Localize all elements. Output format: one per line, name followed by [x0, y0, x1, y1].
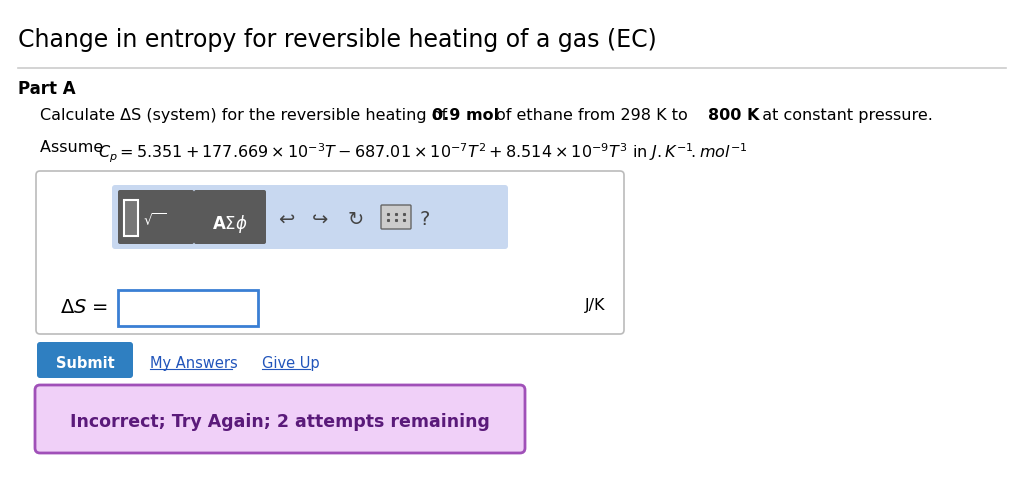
- FancyBboxPatch shape: [118, 290, 258, 326]
- Text: 800 K: 800 K: [708, 108, 760, 123]
- FancyBboxPatch shape: [124, 200, 138, 236]
- Text: of ethane from 298 K to: of ethane from 298 K to: [496, 108, 688, 123]
- Text: Change in entropy for reversible heating of a gas (EC): Change in entropy for reversible heating…: [18, 28, 656, 52]
- Text: Part A: Part A: [18, 80, 76, 98]
- Text: Give Up: Give Up: [262, 356, 319, 371]
- FancyBboxPatch shape: [194, 190, 266, 244]
- Text: Calculate ΔS (system) for the reversible heating of: Calculate ΔS (system) for the reversible…: [40, 108, 447, 123]
- Text: 0.9 mol: 0.9 mol: [432, 108, 499, 123]
- FancyBboxPatch shape: [381, 205, 411, 229]
- Text: at constant pressure.: at constant pressure.: [752, 108, 933, 123]
- Text: $\Delta S$ =: $\Delta S$ =: [60, 298, 109, 317]
- Text: Assume: Assume: [40, 140, 109, 155]
- Text: $\sqrt{\ \ }$: $\sqrt{\ \ }$: [143, 212, 166, 229]
- FancyBboxPatch shape: [35, 385, 525, 453]
- FancyBboxPatch shape: [36, 171, 624, 334]
- FancyBboxPatch shape: [112, 185, 508, 249]
- Text: $C_p = 5.351 + 177.669 \times 10^{-3}T - 687.01 \times 10^{-7}T^2 + 8.514 \times: $C_p = 5.351 + 177.669 \times 10^{-3}T -…: [98, 142, 748, 165]
- Text: J/K: J/K: [585, 298, 605, 313]
- Text: ?: ?: [420, 210, 430, 229]
- Text: A$\Sigma\phi$: A$\Sigma\phi$: [212, 213, 248, 235]
- Text: My Answers: My Answers: [150, 356, 238, 371]
- Text: ↪: ↪: [312, 210, 329, 229]
- Text: Incorrect; Try Again; 2 attempts remaining: Incorrect; Try Again; 2 attempts remaini…: [70, 413, 489, 431]
- Text: Submit: Submit: [55, 356, 115, 371]
- Text: ↩: ↩: [278, 210, 294, 229]
- FancyBboxPatch shape: [37, 342, 133, 378]
- Text: ↻: ↻: [348, 210, 365, 229]
- FancyBboxPatch shape: [118, 190, 194, 244]
